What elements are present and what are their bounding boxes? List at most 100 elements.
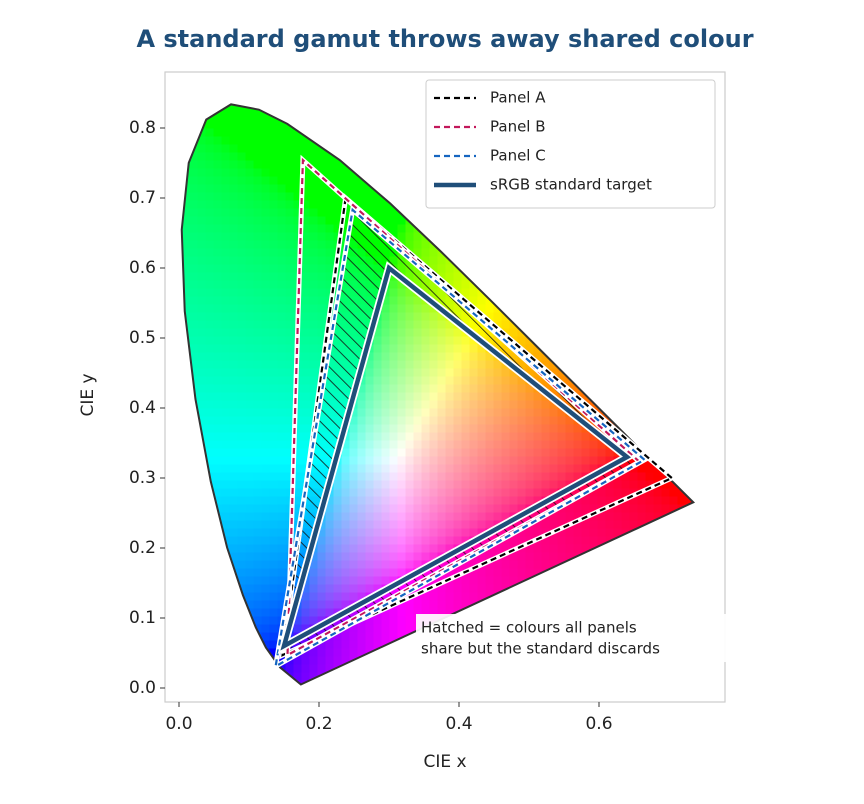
gamut-cell [302, 256, 311, 265]
gamut-cell [246, 160, 255, 169]
gamut-cell [262, 352, 271, 361]
gamut-cell [486, 568, 495, 577]
gamut-cell [262, 560, 271, 569]
gamut-cell [270, 576, 279, 585]
gamut-cell [222, 248, 231, 257]
gamut-cell [222, 368, 231, 377]
gamut-cell [278, 152, 287, 161]
gamut-cell [278, 376, 287, 385]
gamut-cell [222, 208, 231, 217]
gamut-cell [214, 448, 223, 457]
gamut-cell [270, 544, 279, 553]
gamut-cell [254, 256, 262, 265]
gamut-cell [462, 592, 471, 601]
gamut-cell [350, 632, 359, 641]
gamut-cell [254, 328, 262, 337]
gamut-cell [270, 416, 279, 425]
gamut-cell [254, 584, 262, 593]
gamut-cell [254, 304, 262, 313]
gamut-cell [582, 536, 591, 545]
gamut-cell [198, 168, 207, 177]
gamut-cell [622, 520, 631, 529]
gamut-cell [302, 424, 311, 433]
gamut-cell [286, 152, 295, 161]
gamut-cell [206, 176, 215, 185]
gamut-cell [198, 224, 207, 233]
gamut-cell [310, 240, 319, 249]
gamut-cell [286, 352, 295, 361]
gamut-cell [206, 136, 215, 145]
gamut-cell [390, 608, 399, 617]
gamut-cell [230, 344, 239, 353]
gamut-cell [270, 584, 279, 593]
gamut-cell [302, 320, 311, 329]
gamut-cell [238, 152, 247, 161]
gamut-cell [238, 456, 247, 465]
gamut-cell [206, 288, 215, 297]
gamut-cell [542, 520, 551, 529]
gamut-cell [270, 424, 279, 433]
gamut-cell [286, 360, 295, 369]
gamut-cell [198, 352, 207, 361]
gamut-cell [574, 528, 583, 537]
gamut-cell [270, 168, 279, 177]
gamut-cell [214, 168, 223, 177]
gamut-cell [214, 344, 223, 353]
gamut-cell [486, 584, 495, 593]
gamut-cell [614, 520, 623, 529]
gamut-cell [198, 240, 207, 249]
gamut-cell [238, 352, 247, 361]
x-tick-label: 0.0 [165, 714, 192, 734]
gamut-cell [190, 304, 199, 313]
gamut-cell [270, 352, 279, 361]
gamut-cell [198, 368, 207, 377]
gamut-cell [246, 592, 255, 601]
gamut-cell [430, 600, 439, 609]
gamut-cell [270, 264, 279, 273]
gamut-cell [230, 464, 239, 473]
gamut-cell [198, 328, 207, 337]
gamut-cell [214, 240, 223, 249]
gamut-cell [318, 216, 327, 225]
gamut-cell [398, 224, 407, 233]
gamut-cell [238, 208, 247, 217]
gamut-cell [262, 296, 271, 305]
gamut-cell [230, 192, 239, 201]
gamut-cell [374, 200, 383, 209]
gamut-cell [230, 352, 239, 361]
gamut-cell [262, 272, 271, 281]
gamut-cell [262, 208, 271, 217]
gamut-cell [214, 368, 223, 377]
gamut-cell [286, 184, 295, 193]
gamut-cell [286, 272, 295, 281]
gamut-cell [198, 280, 207, 289]
gamut-cell [238, 280, 247, 289]
gamut-cell [246, 320, 255, 329]
gamut-cell [238, 496, 247, 505]
gamut-cell [270, 552, 279, 561]
gamut-cell [534, 560, 543, 569]
gamut-cell [230, 360, 239, 369]
gamut-cell [270, 136, 279, 145]
gamut-cell [254, 280, 262, 289]
gamut-cell [270, 464, 279, 473]
gamut-cell [238, 184, 247, 193]
gamut-cell [254, 152, 262, 161]
gamut-cell [286, 208, 295, 217]
gamut-cell [262, 536, 271, 545]
gamut-cell [454, 280, 463, 289]
gamut-cell [278, 232, 287, 241]
gamut-cell [246, 456, 255, 465]
gamut-cell [198, 336, 207, 345]
gamut-cell [654, 488, 663, 497]
gamut-cell [310, 368, 319, 377]
gamut-cell [302, 432, 311, 441]
gamut-cell [310, 352, 319, 361]
gamut-cell [310, 312, 319, 321]
gamut-cell [278, 216, 287, 225]
gamut-cell [262, 504, 271, 512]
gamut-cell [286, 136, 295, 145]
gamut-cell [326, 192, 335, 201]
gamut-cell [302, 656, 311, 665]
gamut-cell [214, 280, 223, 289]
